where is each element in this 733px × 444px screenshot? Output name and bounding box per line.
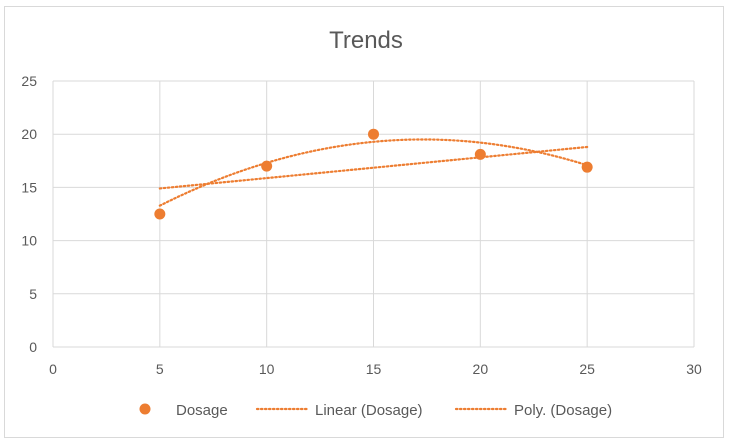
trendlines [158, 138, 589, 207]
x-tick-label: 0 [49, 361, 57, 377]
x-tick-label: 15 [366, 361, 382, 377]
y-tick-label: 25 [21, 73, 37, 89]
legend-label: Linear (Dosage) [315, 402, 423, 419]
x-tick-label: 10 [259, 361, 275, 377]
data-point [368, 128, 379, 140]
tick-labels: 0 5 10 15 20 25 0 5 10 15 20 25 30 [21, 73, 702, 377]
grid-lines [53, 80, 695, 347]
legend-label: Poly. (Dosage) [514, 402, 612, 419]
legend: Dosage Linear (Dosage) Poly. (Dosage) [139, 402, 612, 419]
axes [52, 81, 694, 348]
legend-label: Dosage [176, 402, 228, 419]
y-tick-label: 15 [21, 179, 37, 195]
data-point [154, 208, 166, 220]
data-point [581, 161, 593, 173]
x-tick-label: 30 [686, 361, 702, 377]
x-tick-label: 20 [473, 361, 489, 377]
y-tick-label: 0 [29, 339, 37, 355]
y-tick-label: 20 [21, 126, 37, 142]
polynomial-trendline [158, 138, 589, 207]
chart-frame [4, 6, 724, 438]
chart-title: Trends [329, 27, 403, 54]
data-point [474, 148, 486, 160]
x-tick-label: 25 [579, 361, 595, 377]
data-point [261, 160, 273, 172]
linear-trendline [158, 145, 589, 190]
y-tick-label: 5 [29, 286, 37, 302]
legend-marker-dot [139, 403, 151, 415]
data-points [154, 128, 593, 220]
y-tick-label: 10 [21, 233, 37, 249]
x-tick-label: 5 [156, 361, 164, 377]
